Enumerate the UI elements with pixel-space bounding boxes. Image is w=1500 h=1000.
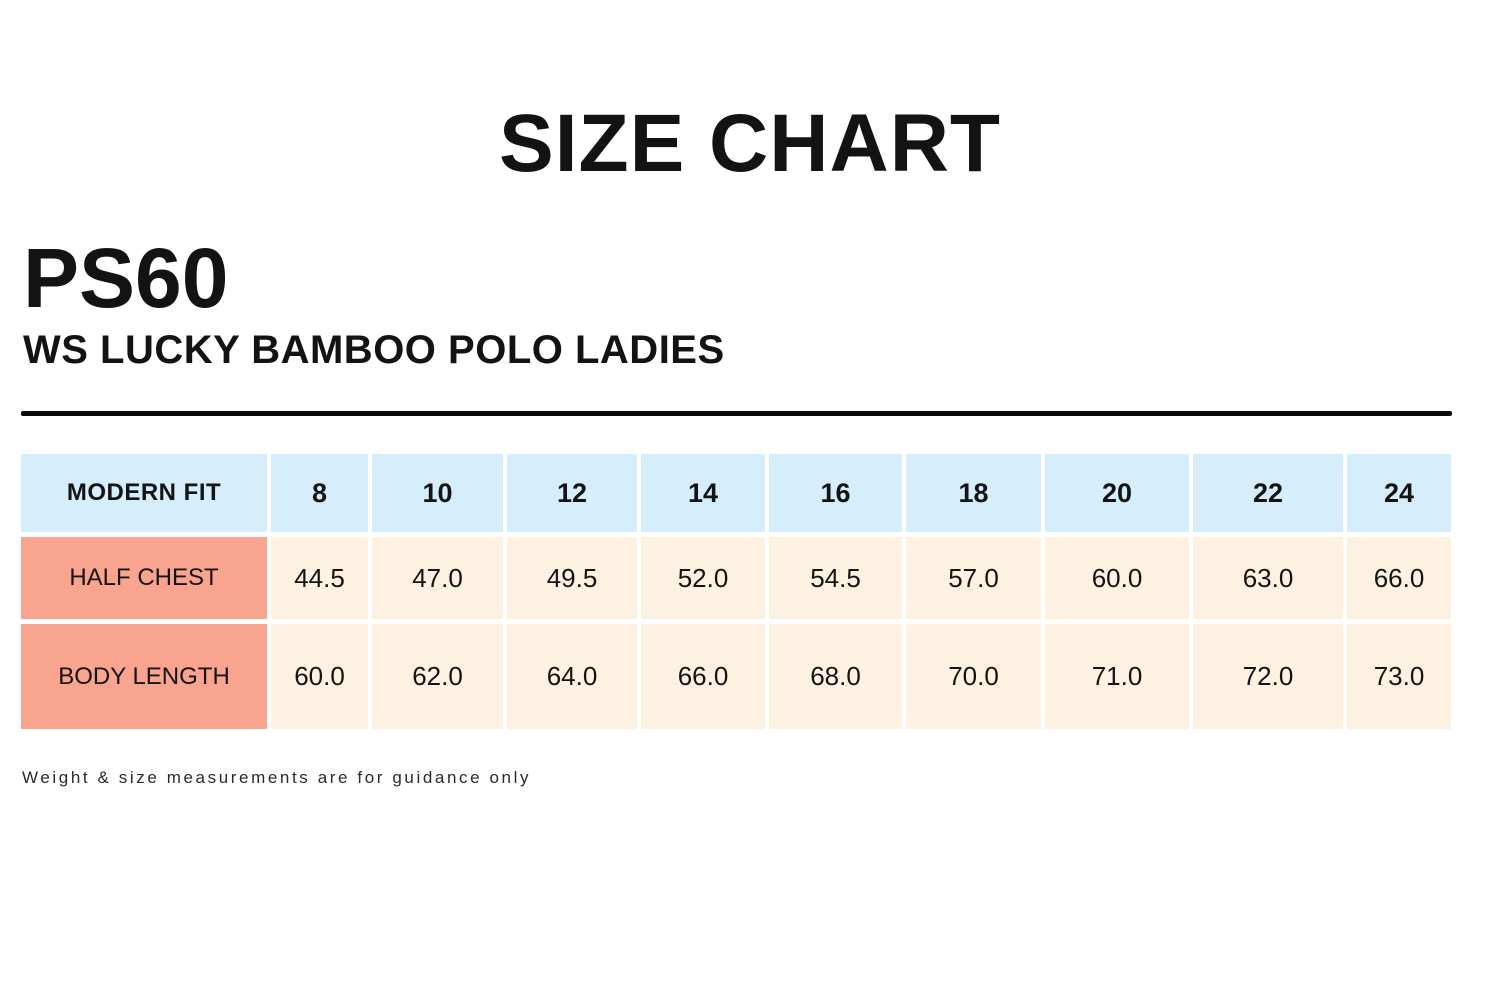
- page-title: SIZE CHART: [499, 98, 1001, 189]
- half-chest-value-22: 63.0: [1193, 537, 1343, 619]
- body-length-value-16: 68.0: [769, 624, 902, 729]
- half-chest-value-12: 49.5: [507, 537, 637, 619]
- half-chest-value-24: 66.0: [1347, 537, 1451, 619]
- table-header-size-12: 12: [507, 454, 637, 532]
- body-length-value-24: 73.0: [1347, 624, 1451, 729]
- body-length-value-10: 62.0: [372, 624, 503, 729]
- table-row-label-half-chest: HALF CHEST: [21, 537, 267, 619]
- table-header-fit-label: MODERN FIT: [21, 454, 267, 532]
- table-header-size-22: 22: [1193, 454, 1343, 532]
- table-header-size-10: 10: [372, 454, 503, 532]
- table-header-size-18: 18: [906, 454, 1041, 532]
- table-header-size-14: 14: [641, 454, 765, 532]
- body-length-value-8: 60.0: [271, 624, 368, 729]
- body-length-value-20: 71.0: [1045, 624, 1189, 729]
- table-header-size-24: 24: [1347, 454, 1451, 532]
- half-chest-value-20: 60.0: [1045, 537, 1189, 619]
- half-chest-value-14: 52.0: [641, 537, 765, 619]
- table-row-label-body-length: BODY LENGTH: [21, 624, 267, 729]
- size-table: MODERN FIT 8 10 12 14 16 18 20 22 24 HAL…: [21, 454, 1451, 729]
- product-code: PS60: [23, 231, 229, 325]
- half-chest-value-10: 47.0: [372, 537, 503, 619]
- table-header-size-20: 20: [1045, 454, 1189, 532]
- guidance-footnote: Weight & size measurements are for guida…: [22, 768, 532, 787]
- half-chest-value-16: 54.5: [769, 537, 902, 619]
- divider-rule: [21, 411, 1452, 416]
- half-chest-value-8: 44.5: [271, 537, 368, 619]
- body-length-value-12: 64.0: [507, 624, 637, 729]
- product-name: WS LUCKY BAMBOO POLO LADIES: [23, 328, 725, 372]
- body-length-value-18: 70.0: [906, 624, 1041, 729]
- body-length-value-22: 72.0: [1193, 624, 1343, 729]
- table-header-size-16: 16: [769, 454, 902, 532]
- table-header-size-8: 8: [271, 454, 368, 532]
- body-length-value-14: 66.0: [641, 624, 765, 729]
- half-chest-value-18: 57.0: [906, 537, 1041, 619]
